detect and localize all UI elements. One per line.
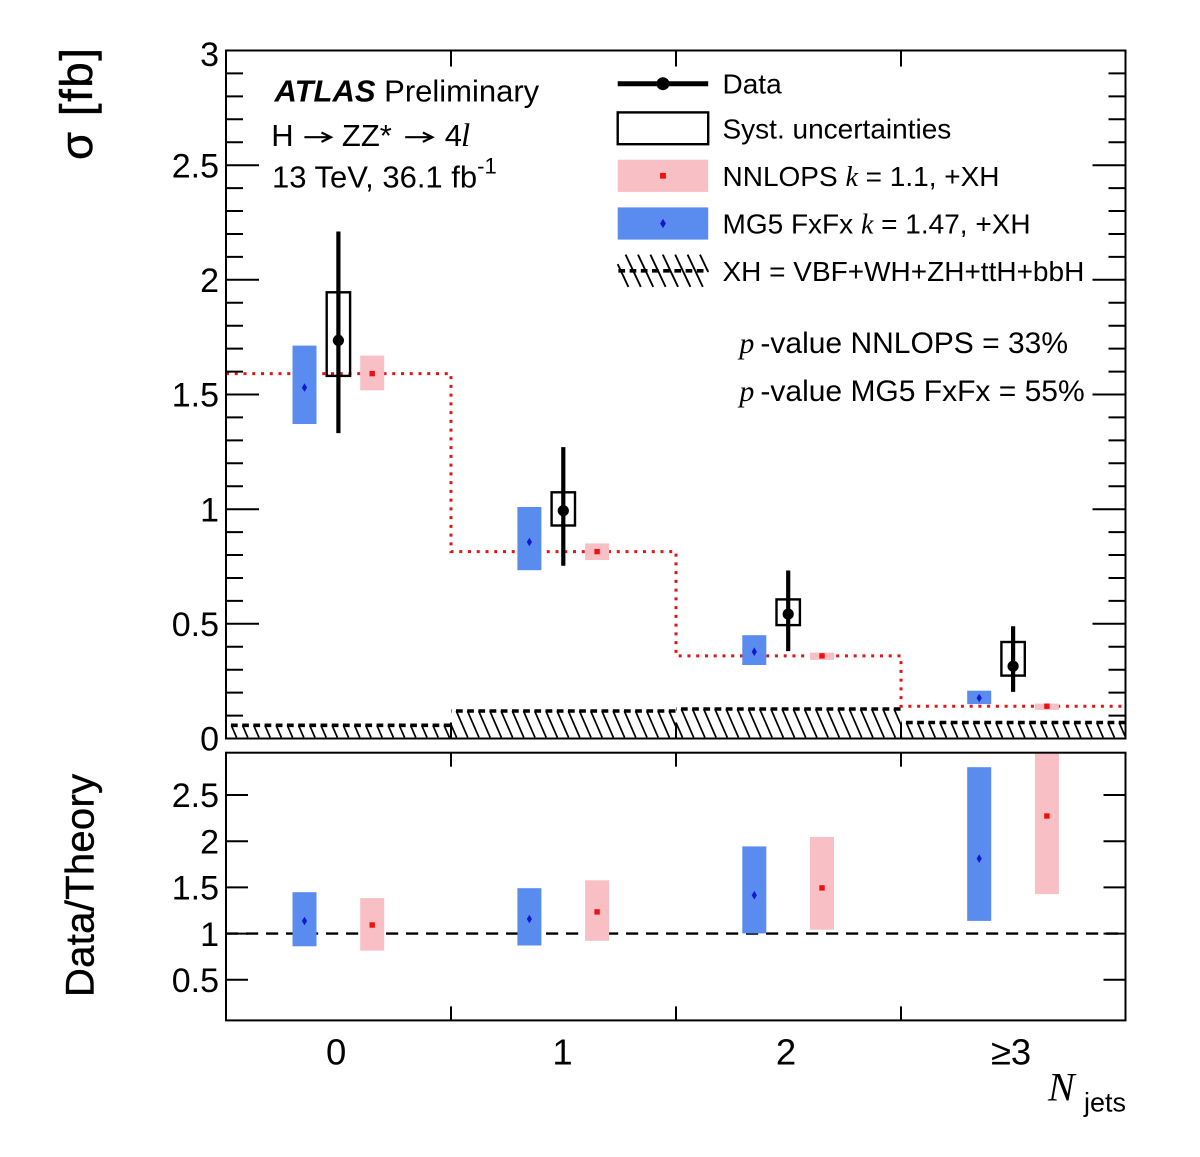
svg-text:1.5: 1.5 [172, 870, 219, 908]
svg-text:1: 1 [200, 491, 219, 529]
svg-text:≥3: ≥3 [991, 1032, 1031, 1073]
svg-text:2.5: 2.5 [172, 777, 219, 815]
svg-text:3: 3 [200, 36, 219, 74]
svg-text:0.5: 0.5 [172, 606, 219, 644]
svg-text:p -value MG5 FxFx = 55%: p -value MG5 FxFx = 55% [737, 375, 1084, 408]
svg-text:2.5: 2.5 [172, 147, 219, 185]
svg-text:l: l [461, 118, 470, 154]
svg-text:2: 2 [200, 262, 219, 300]
svg-text:Data/Theory: Data/Theory [59, 774, 103, 997]
svg-text:2: 2 [200, 823, 219, 861]
svg-text:σ [fb]: σ [fb] [51, 46, 102, 160]
svg-text:NNLOPS k = 1.1, +XH: NNLOPS k = 1.1, +XH [723, 161, 1000, 193]
svg-text:0: 0 [200, 721, 219, 759]
svg-text:0: 0 [326, 1032, 346, 1073]
svg-text:ZZ*: ZZ* [342, 118, 392, 153]
svg-text:Data: Data [723, 69, 783, 100]
svg-text:13 TeV, 36.1 fb-1: 13 TeV, 36.1 fb-1 [272, 154, 497, 195]
svg-text:MG5 FxFx k = 1.47, +XH: MG5 FxFx k = 1.47, +XH [723, 209, 1031, 241]
svg-text:1.5: 1.5 [172, 377, 219, 415]
svg-text:p -value NNLOPS = 33%: p -value NNLOPS = 33% [737, 327, 1068, 360]
svg-text:ATLAS Preliminary: ATLAS Preliminary [274, 73, 540, 108]
svg-text:Syst. uncertainties: Syst. uncertainties [723, 113, 952, 144]
svg-text:2: 2 [776, 1032, 796, 1073]
svg-text:0.5: 0.5 [172, 962, 219, 1000]
svg-text:4: 4 [445, 118, 462, 153]
svg-text:1: 1 [200, 916, 219, 954]
svg-text:H: H [271, 118, 293, 153]
svg-text:jets: jets [1083, 1088, 1126, 1118]
svg-text:XH = VBF+WH+ZH+ttH+bbH: XH = VBF+WH+ZH+ttH+bbH [723, 256, 1085, 287]
svg-text:1: 1 [552, 1032, 572, 1073]
svg-text:N: N [1047, 1065, 1077, 1110]
